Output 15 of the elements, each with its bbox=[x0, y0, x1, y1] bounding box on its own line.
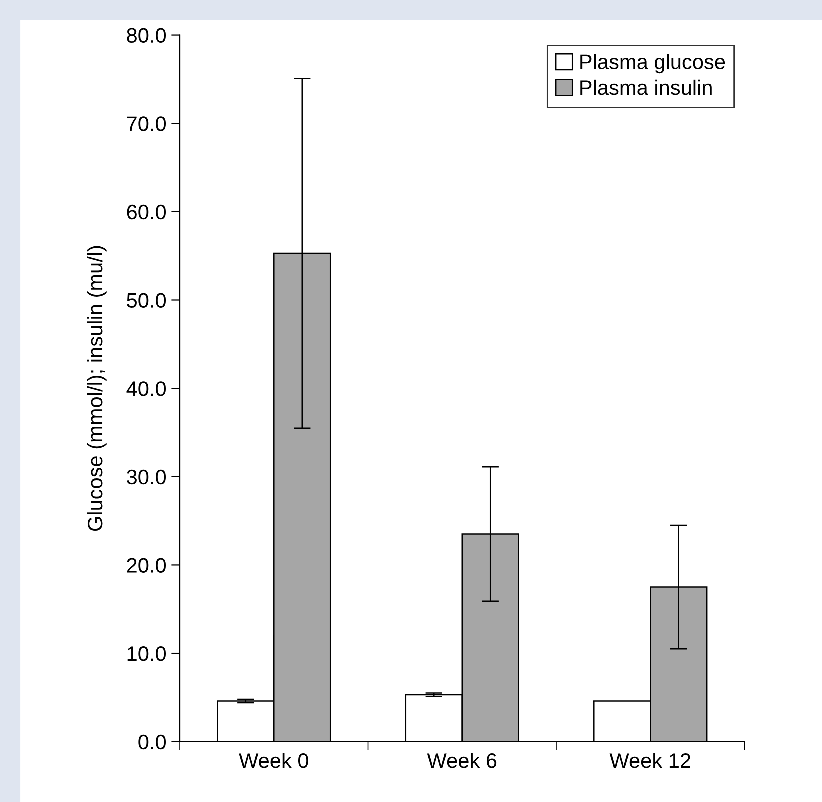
legend-label: Plasma insulin bbox=[580, 80, 712, 96]
y-axis-title: Glucose (mmol/l); insulin (mu/l) bbox=[87, 246, 107, 532]
legend-label: Plasma glucose bbox=[580, 54, 726, 74]
y-tick-label: 0.0 bbox=[138, 734, 166, 750]
y-tick-label: 50.0 bbox=[127, 293, 166, 308]
y-tick-label: 70.0 bbox=[127, 116, 166, 132]
x-tick-label: Week 0 bbox=[239, 752, 308, 768]
x-tick-label: Week 12 bbox=[610, 752, 690, 768]
y-tick-label: 10.0 bbox=[128, 646, 166, 662]
y-tick-label: 20.0 bbox=[127, 558, 166, 573]
y-tick-label: 30.0 bbox=[127, 470, 166, 485]
y-tick-label: 40.0 bbox=[126, 382, 166, 396]
y-tick-label: 80.0 bbox=[127, 28, 166, 44]
x-tick-label: Week 6 bbox=[427, 752, 497, 768]
y-tick-label: 60.0 bbox=[127, 204, 166, 220]
